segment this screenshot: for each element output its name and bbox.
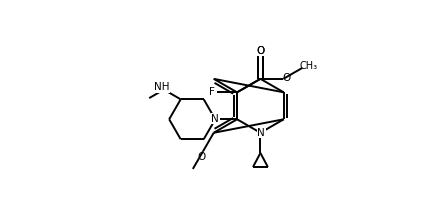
Text: O: O — [282, 73, 290, 83]
Text: N: N — [212, 114, 219, 124]
Text: N: N — [257, 128, 265, 138]
Text: F: F — [209, 87, 215, 97]
Text: O: O — [256, 46, 265, 56]
Text: O: O — [197, 152, 206, 162]
Text: CH₃: CH₃ — [300, 61, 318, 71]
Text: NH: NH — [154, 82, 169, 92]
Text: O: O — [256, 46, 265, 56]
